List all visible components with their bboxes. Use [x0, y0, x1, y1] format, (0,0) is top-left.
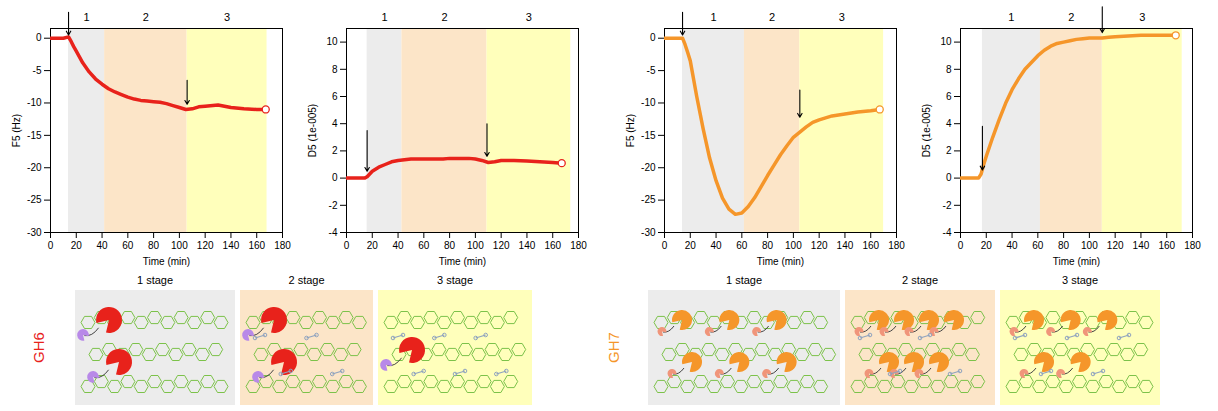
svg-text:1: 1 [1008, 11, 1014, 23]
svg-text:4: 4 [946, 118, 952, 129]
svg-text:20: 20 [71, 240, 83, 251]
svg-text:D5 (1e-005): D5 (1e-005) [921, 104, 932, 157]
svg-text:2: 2 [1068, 11, 1074, 23]
svg-text:2 stage: 2 stage [288, 274, 324, 286]
svg-text:160: 160 [862, 240, 879, 251]
svg-text:0: 0 [662, 240, 668, 251]
svg-text:-5: -5 [647, 65, 656, 76]
svg-text:100: 100 [1081, 240, 1098, 251]
svg-text:-2: -2 [329, 200, 338, 211]
svg-text:3 stage: 3 stage [437, 274, 473, 286]
svg-text:180: 180 [888, 240, 905, 251]
svg-text:1 stage: 1 stage [137, 274, 173, 286]
svg-text:8: 8 [946, 64, 952, 75]
svg-text:120: 120 [493, 240, 510, 251]
svg-text:-10: -10 [27, 97, 42, 108]
svg-text:60: 60 [736, 240, 748, 251]
svg-text:140: 140 [837, 240, 854, 251]
svg-text:GH7: GH7 [605, 332, 622, 363]
svg-text:F5 (Hz): F5 (Hz) [11, 114, 22, 147]
svg-text:120: 120 [197, 240, 214, 251]
svg-text:100: 100 [785, 240, 802, 251]
svg-text:-4: -4 [943, 227, 952, 238]
svg-text:20: 20 [367, 240, 379, 251]
svg-text:-15: -15 [641, 130, 656, 141]
svg-text:-25: -25 [27, 194, 42, 205]
svg-text:0: 0 [332, 172, 338, 183]
svg-text:140: 140 [519, 240, 536, 251]
svg-text:180: 180 [274, 240, 291, 251]
svg-text:-15: -15 [27, 130, 42, 141]
svg-text:0: 0 [344, 240, 350, 251]
svg-text:20: 20 [981, 240, 993, 251]
svg-text:60: 60 [122, 240, 134, 251]
svg-text:-20: -20 [27, 162, 42, 173]
svg-text:1 stage: 1 stage [726, 274, 762, 286]
svg-text:4: 4 [332, 118, 338, 129]
svg-text:2: 2 [332, 145, 338, 156]
svg-text:40: 40 [392, 240, 404, 251]
svg-text:100: 100 [171, 240, 188, 251]
svg-text:80: 80 [762, 240, 774, 251]
svg-text:2: 2 [946, 145, 952, 156]
svg-text:Time (min): Time (min) [439, 256, 486, 267]
svg-text:Time (min): Time (min) [1053, 256, 1100, 267]
svg-text:3 stage: 3 stage [1062, 274, 1098, 286]
svg-text:160: 160 [248, 240, 265, 251]
svg-text:10: 10 [940, 36, 952, 47]
svg-text:20: 20 [685, 240, 697, 251]
svg-text:120: 120 [811, 240, 828, 251]
svg-text:180: 180 [1184, 240, 1201, 251]
svg-text:1: 1 [710, 11, 716, 23]
svg-text:60: 60 [418, 240, 430, 251]
svg-text:10: 10 [326, 36, 338, 47]
svg-text:140: 140 [223, 240, 240, 251]
svg-text:1: 1 [84, 11, 90, 23]
svg-text:2: 2 [441, 11, 447, 23]
svg-text:80: 80 [148, 240, 160, 251]
svg-text:120: 120 [1107, 240, 1124, 251]
svg-text:Time (min): Time (min) [757, 256, 804, 267]
svg-text:2: 2 [769, 11, 775, 23]
svg-text:-20: -20 [641, 162, 656, 173]
svg-text:80: 80 [444, 240, 456, 251]
svg-text:0: 0 [958, 240, 964, 251]
svg-text:160: 160 [1158, 240, 1175, 251]
svg-text:1: 1 [381, 11, 387, 23]
svg-text:6: 6 [332, 91, 338, 102]
svg-text:100: 100 [467, 240, 484, 251]
svg-text:8: 8 [332, 64, 338, 75]
svg-text:6: 6 [946, 91, 952, 102]
svg-text:160: 160 [544, 240, 561, 251]
svg-text:0: 0 [36, 32, 42, 43]
svg-text:140: 140 [1133, 240, 1150, 251]
svg-text:-25: -25 [641, 194, 656, 205]
svg-text:3: 3 [224, 11, 230, 23]
svg-text:40: 40 [96, 240, 108, 251]
svg-text:3: 3 [1139, 11, 1145, 23]
svg-text:180: 180 [570, 240, 587, 251]
svg-text:F5 (Hz): F5 (Hz) [625, 114, 636, 147]
svg-text:40: 40 [1006, 240, 1018, 251]
svg-text:3: 3 [526, 11, 532, 23]
svg-text:Time (min): Time (min) [143, 256, 190, 267]
svg-text:40: 40 [710, 240, 722, 251]
svg-text:0: 0 [946, 172, 952, 183]
svg-text:0: 0 [650, 32, 656, 43]
svg-text:60: 60 [1032, 240, 1044, 251]
svg-text:GH6: GH6 [30, 332, 47, 363]
svg-text:-30: -30 [27, 227, 42, 238]
svg-text:-2: -2 [943, 200, 952, 211]
svg-text:80: 80 [1058, 240, 1070, 251]
svg-text:-10: -10 [641, 97, 656, 108]
svg-text:-30: -30 [641, 227, 656, 238]
svg-text:-5: -5 [33, 65, 42, 76]
svg-text:-4: -4 [329, 227, 338, 238]
svg-text:3: 3 [839, 11, 845, 23]
svg-text:2 stage: 2 stage [902, 274, 938, 286]
svg-text:2: 2 [143, 11, 149, 23]
svg-text:D5 (1e-005): D5 (1e-005) [307, 104, 318, 157]
svg-text:0: 0 [48, 240, 54, 251]
